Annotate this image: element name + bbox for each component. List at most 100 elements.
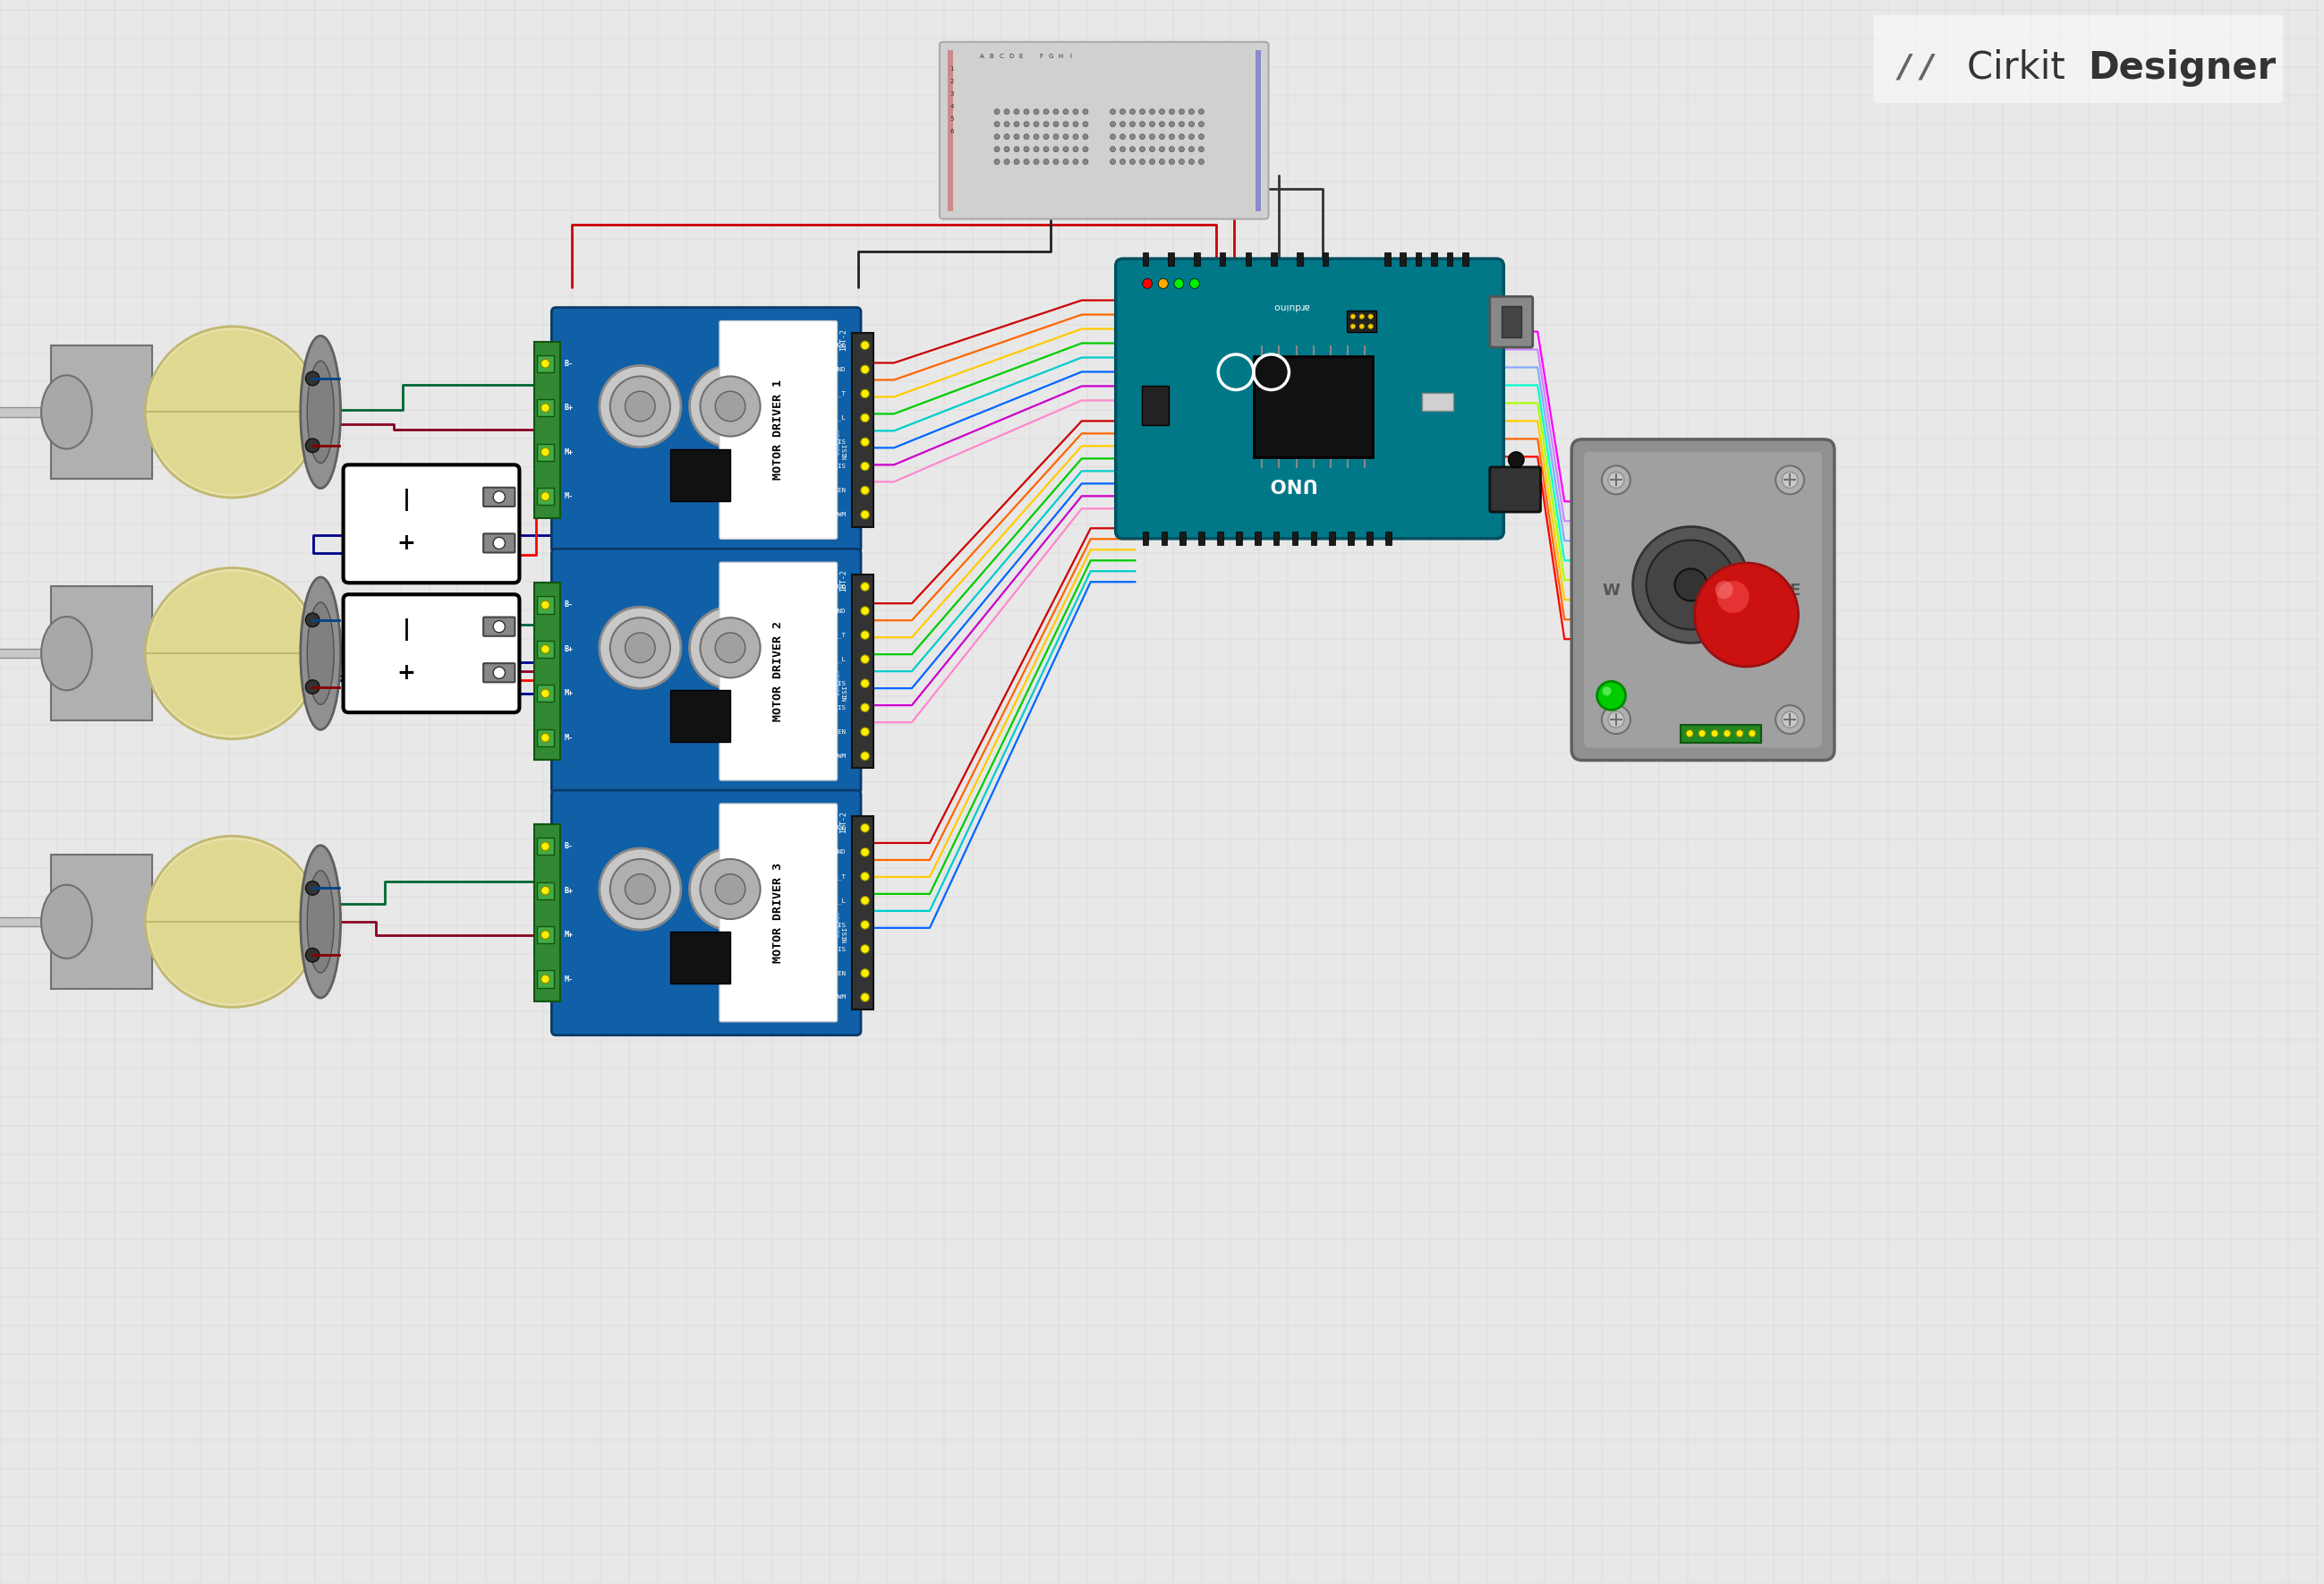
Bar (1143, 531, 1148, 545)
Circle shape (860, 463, 869, 470)
Circle shape (1139, 135, 1146, 139)
Ellipse shape (149, 840, 316, 1003)
Circle shape (995, 135, 999, 139)
Circle shape (304, 372, 318, 385)
Text: 5: 5 (951, 116, 955, 122)
Circle shape (1129, 158, 1134, 165)
Circle shape (541, 493, 548, 501)
Circle shape (690, 607, 772, 689)
Circle shape (860, 969, 869, 977)
Circle shape (1004, 122, 1009, 127)
FancyBboxPatch shape (720, 322, 837, 539)
Text: arduino: arduino (1274, 301, 1308, 310)
Text: M+: M+ (565, 689, 574, 697)
Circle shape (1724, 730, 1731, 737)
Bar (1462, 252, 1469, 266)
Bar (1255, 51, 1260, 211)
Circle shape (860, 920, 869, 930)
Circle shape (1083, 135, 1088, 139)
Text: SI_T: SI_T (830, 391, 846, 396)
Bar (1385, 531, 1392, 545)
Circle shape (1783, 472, 1799, 488)
Bar (1271, 252, 1276, 266)
Bar (537, 488, 553, 505)
Text: M+: M+ (565, 448, 574, 456)
Ellipse shape (149, 572, 316, 735)
Text: SI_L: SI_L (830, 898, 846, 903)
Circle shape (1178, 109, 1185, 114)
Text: wingxin: wingxin (837, 670, 841, 695)
Circle shape (1685, 730, 1694, 737)
Text: SI_T: SI_T (830, 632, 846, 638)
Circle shape (860, 630, 869, 640)
Circle shape (541, 974, 548, 984)
Circle shape (1111, 109, 1116, 114)
Circle shape (1157, 279, 1169, 288)
Circle shape (716, 874, 746, 904)
Circle shape (625, 391, 655, 421)
Circle shape (1601, 687, 1611, 695)
Bar (1199, 531, 1204, 545)
Bar (1446, 252, 1452, 266)
Bar (1297, 252, 1301, 266)
Bar (51, 855, 151, 988)
Text: SI_L: SI_L (830, 656, 846, 662)
Bar (669, 931, 730, 984)
Circle shape (611, 377, 669, 436)
Circle shape (1074, 135, 1078, 139)
Circle shape (1369, 314, 1373, 318)
Text: NISI: NISI (844, 684, 848, 700)
Text: VCC: VCC (834, 342, 846, 348)
Text: IBT-2: IBT-2 (839, 811, 848, 833)
Bar (1195, 252, 1199, 266)
Circle shape (1160, 122, 1164, 127)
Bar (0, 649, 65, 657)
Text: VCC: VCC (834, 825, 846, 830)
Text: |: | (402, 619, 411, 642)
Circle shape (1143, 279, 1153, 288)
Circle shape (1139, 147, 1146, 152)
Circle shape (541, 843, 548, 851)
Bar (1253, 356, 1373, 458)
Circle shape (541, 645, 548, 654)
Circle shape (860, 366, 869, 374)
Circle shape (1129, 147, 1134, 152)
Bar (535, 342, 560, 518)
Circle shape (1074, 109, 1078, 114)
Circle shape (1715, 581, 1734, 599)
Ellipse shape (300, 577, 342, 730)
Circle shape (860, 607, 869, 615)
Text: B+: B+ (565, 404, 574, 412)
Text: M-: M- (565, 733, 574, 741)
Text: wingxin: wingxin (837, 429, 841, 455)
Circle shape (1350, 323, 1355, 329)
Circle shape (1034, 109, 1039, 114)
Ellipse shape (146, 836, 318, 1007)
Circle shape (541, 600, 548, 610)
Bar (1246, 252, 1250, 266)
Bar (1162, 531, 1167, 545)
Circle shape (1190, 109, 1195, 114)
Circle shape (995, 147, 999, 152)
FancyBboxPatch shape (1585, 451, 1822, 748)
Bar (1329, 531, 1336, 545)
Circle shape (1597, 681, 1624, 710)
Circle shape (1169, 122, 1174, 127)
Circle shape (1694, 562, 1799, 667)
Circle shape (1160, 135, 1164, 139)
Text: UNO: UNO (1267, 475, 1315, 493)
Text: R_EN: R_EN (830, 488, 846, 493)
Circle shape (995, 122, 999, 127)
Circle shape (1043, 122, 1048, 127)
FancyBboxPatch shape (1571, 439, 1834, 760)
Text: H: H (1057, 54, 1062, 59)
Circle shape (860, 486, 869, 494)
Text: /: / (1920, 52, 1934, 82)
Circle shape (1199, 109, 1204, 114)
Circle shape (995, 109, 999, 114)
Circle shape (304, 949, 318, 961)
Text: MOTOR DRIVER 3: MOTOR DRIVER 3 (772, 863, 783, 963)
Circle shape (860, 341, 869, 350)
Circle shape (860, 752, 869, 760)
Circle shape (1199, 147, 1204, 152)
